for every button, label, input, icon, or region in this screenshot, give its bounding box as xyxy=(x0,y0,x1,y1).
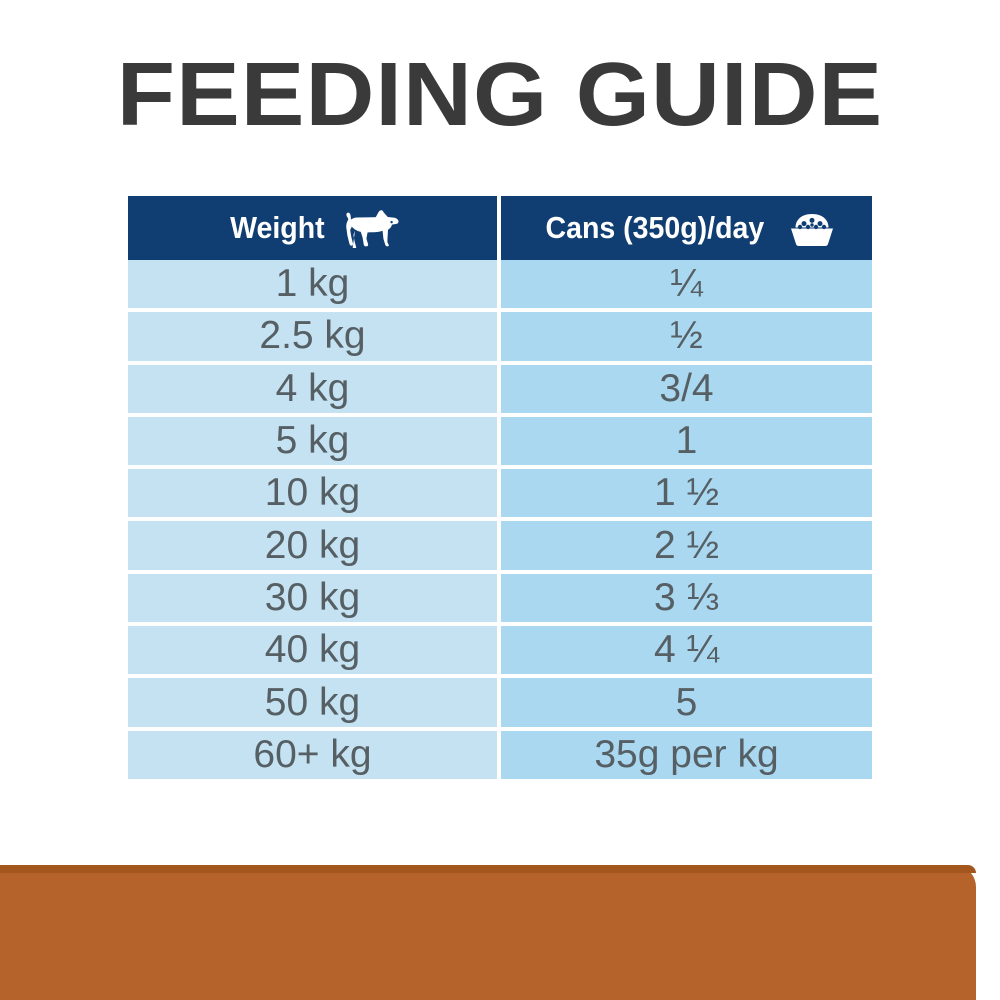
cell-amount-value: 4 ¼ xyxy=(653,628,720,672)
cell-amount: 5 xyxy=(501,674,872,727)
cell-weight: 20 kg xyxy=(128,517,497,570)
column-header-weight: Weight xyxy=(128,196,497,260)
table-body: 1 kg ¼ 2.5 kg ½ 4 kg 3/4 5 kg 1 10 kg 1 … xyxy=(128,260,872,779)
cell-weight: 40 kg xyxy=(128,622,497,675)
cell-weight-value: 5 kg xyxy=(275,419,350,463)
column-divider xyxy=(497,308,501,361)
cell-weight-value: 50 kg xyxy=(264,680,361,724)
table-header-row: Weight Cans (350g)/day xyxy=(128,196,872,260)
column-header-amount: Cans (350g)/day xyxy=(501,196,872,260)
cell-amount-value: 1 ½ xyxy=(653,471,720,515)
column-divider xyxy=(497,569,501,623)
column-divider xyxy=(497,412,501,466)
cell-amount-value: 35g per kg xyxy=(594,732,779,776)
column-divider xyxy=(497,674,501,727)
column-divider xyxy=(497,622,501,675)
cell-weight: 4 kg xyxy=(128,360,497,413)
table-row: 40 kg 4 ¼ xyxy=(128,622,872,675)
cell-weight: 30 kg xyxy=(128,569,497,623)
cell-weight: 1 kg xyxy=(128,260,497,309)
table-row: 10 kg 1 ½ xyxy=(128,465,872,518)
cell-amount: 1 ½ xyxy=(501,465,872,518)
column-divider xyxy=(497,196,501,260)
cell-amount: ½ xyxy=(501,308,872,361)
column-header-weight-label: Weight xyxy=(230,210,325,245)
cell-amount-value: 5 xyxy=(675,680,698,724)
cell-amount-value: 3 ⅓ xyxy=(653,575,720,619)
table-row: 30 kg 3 ⅓ xyxy=(128,569,872,623)
cell-amount: ¼ xyxy=(501,260,872,309)
column-header-amount-label: Cans (350g)/day xyxy=(545,210,764,245)
page-title: FEEDING GUIDE xyxy=(116,45,884,145)
table-row: 2.5 kg ½ xyxy=(128,308,872,361)
cell-weight: 10 kg xyxy=(128,465,497,518)
cell-amount-value: 1 xyxy=(675,419,698,463)
dog-icon xyxy=(343,208,399,248)
cell-amount-value: 3/4 xyxy=(659,366,714,410)
cell-amount: 3 ⅓ xyxy=(501,569,872,623)
table-row: 50 kg 5 xyxy=(128,674,872,727)
bottom-color-band xyxy=(0,865,976,1000)
cell-weight: 60+ kg xyxy=(128,726,497,779)
cell-weight-value: 60+ kg xyxy=(253,732,372,776)
table-header: Weight Cans (350g)/day xyxy=(128,196,872,260)
cell-weight-value: 30 kg xyxy=(264,575,361,619)
column-divider xyxy=(497,360,501,413)
column-divider xyxy=(497,260,501,309)
cell-weight: 50 kg xyxy=(128,674,497,727)
cell-weight-value: 40 kg xyxy=(264,628,361,672)
column-divider xyxy=(497,465,501,518)
cell-weight-value: 20 kg xyxy=(264,523,361,567)
cell-amount-value: ¼ xyxy=(670,262,703,306)
cell-amount: 1 xyxy=(501,412,872,466)
cell-amount-value: 2 ½ xyxy=(653,523,720,567)
column-divider xyxy=(497,517,501,570)
cell-weight: 5 kg xyxy=(128,412,497,466)
cell-weight-value: 10 kg xyxy=(264,471,361,515)
column-divider xyxy=(497,726,501,779)
table-row: 5 kg 1 xyxy=(128,412,872,466)
table-row: 20 kg 2 ½ xyxy=(128,517,872,570)
feeding-guide-table: Weight Cans (350g)/day xyxy=(128,196,872,779)
cell-amount: 3/4 xyxy=(501,360,872,413)
table-row: 1 kg ¼ xyxy=(128,260,872,309)
cell-amount-value: ½ xyxy=(670,314,703,358)
bottom-color-band-edge xyxy=(0,865,976,873)
table-row: 4 kg 3/4 xyxy=(128,360,872,413)
cell-amount: 35g per kg xyxy=(501,726,872,779)
cell-weight-value: 4 kg xyxy=(275,366,350,410)
cell-weight-value: 2.5 kg xyxy=(259,314,366,358)
dog-bowl-icon xyxy=(787,208,837,248)
cell-amount: 4 ¼ xyxy=(501,622,872,675)
cell-amount: 2 ½ xyxy=(501,517,872,570)
cell-weight-value: 1 kg xyxy=(275,262,350,306)
cell-weight: 2.5 kg xyxy=(128,308,497,361)
table-row: 60+ kg 35g per kg xyxy=(128,726,872,779)
